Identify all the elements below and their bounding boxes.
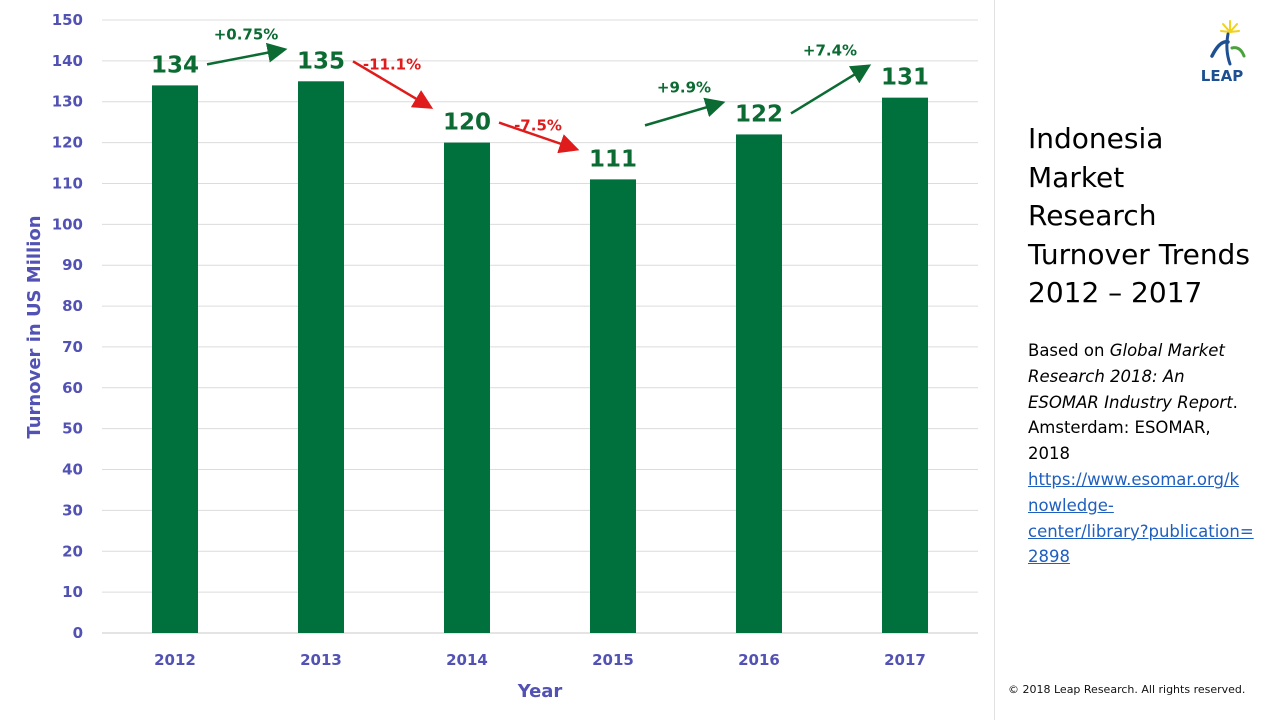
slide-title: Indonesia Market Research Turnover Trend…: [1028, 120, 1278, 313]
source-place: Amsterdam: ESOMAR,: [1028, 418, 1211, 438]
x-axis-title: Year: [517, 681, 563, 702]
y-tick-label: 80: [62, 297, 83, 315]
change-arrow: [790, 64, 872, 115]
change-label: +7.4%: [803, 42, 857, 60]
source-prefix: Based on: [1028, 341, 1105, 360]
y-tick-label: 30: [62, 501, 83, 519]
change-label: +9.9%: [657, 78, 711, 96]
source-punct: .: [1232, 392, 1238, 412]
bar-chart: 0 10 20 30 40 50 60 70 80 90 100 110 120 130 140 150 20…: [24, 11, 978, 702]
bar: [590, 179, 636, 633]
data-label: 135: [297, 48, 345, 74]
x-tick-label: 2012: [154, 651, 196, 669]
change-label: -11.1%: [363, 55, 421, 73]
y-tick-label: 90: [62, 256, 83, 274]
y-axis-ticks: 0 10 20 30 40 50 60 70 80 90 100 110 120 130 140 150: [52, 11, 83, 642]
data-label: 111: [589, 146, 637, 172]
data-label: 120: [443, 110, 491, 136]
x-tick-label: 2017: [884, 651, 926, 669]
y-tick-label: 50: [62, 420, 83, 438]
y-tick-label: 120: [52, 134, 83, 152]
change-arrow: [352, 60, 434, 109]
change-arrow: [206, 42, 288, 66]
title-line: 2012 – 2017: [1028, 276, 1203, 309]
source-line-1: Based on Global Market: [1028, 338, 1273, 364]
y-tick-label: 150: [52, 11, 83, 29]
title-line: Turnover Trends: [1028, 237, 1250, 271]
bar: [444, 142, 490, 633]
title-line: Market: [1028, 160, 1125, 194]
change-label: +0.75%: [214, 25, 279, 43]
change-arrow: [498, 121, 580, 154]
source-link[interactable]: 2898: [1028, 547, 1070, 567]
change-arrows: +0.75% -11.1% -7.5% +9.9% +7.4%: [206, 25, 872, 154]
source-citation: Based on Global Market Research 2018: An…: [1028, 338, 1273, 570]
y-tick-label: 0: [73, 624, 83, 642]
y-tick-label: 20: [62, 542, 83, 560]
source-link[interactable]: nowledge-: [1028, 495, 1114, 515]
bar: [736, 134, 782, 633]
leap-logo: LEAP: [1190, 18, 1254, 88]
source-year: 2018: [1028, 444, 1070, 464]
source-title: ESOMAR Industry Report: [1028, 392, 1233, 412]
x-tick-label: 2016: [738, 651, 780, 669]
y-tick-label: 130: [52, 93, 83, 111]
y-tick-label: 140: [52, 52, 83, 70]
title-line: Research: [1028, 199, 1157, 232]
gridlines: [102, 19, 978, 634]
x-tick-label: 2013: [300, 651, 342, 669]
data-label: 134: [151, 52, 199, 78]
leap-logo-icon: [1210, 20, 1246, 66]
data-label: 131: [881, 65, 929, 91]
bar: [298, 81, 344, 634]
data-label: 122: [735, 101, 783, 127]
source-link[interactable]: center/library?publication=: [1028, 521, 1254, 541]
y-tick-label: 40: [62, 461, 83, 479]
data-labels: 134 135 120 111 122 131: [151, 48, 929, 172]
title-line: Indonesia: [1028, 122, 1164, 155]
y-axis-title: Turnover in US Million: [24, 215, 45, 438]
source-link[interactable]: https://www.esomar.org/k: [1028, 469, 1240, 489]
y-tick-label: 70: [62, 338, 83, 356]
bar: [152, 85, 198, 634]
x-axis-ticks: 2012 2013 2014 2015 2016 2017: [154, 651, 926, 669]
y-tick-label: 110: [52, 174, 83, 192]
change-label: -7.5%: [514, 117, 562, 135]
x-tick-label: 2014: [446, 651, 488, 669]
change-arrow: [644, 97, 726, 127]
y-tick-label: 10: [62, 583, 83, 601]
copyright-notice: © 2018 Leap Research. All rights reserve…: [1008, 683, 1246, 696]
source-line-3: ESOMAR Industry Report.: [1028, 390, 1273, 416]
logo-text: LEAP: [1200, 67, 1244, 85]
y-tick-label: 60: [62, 379, 83, 397]
y-tick-label: 100: [52, 215, 83, 233]
source-title: Global Market: [1109, 341, 1225, 360]
bar: [882, 97, 928, 633]
source-title: Research 2018: An: [1028, 366, 1185, 386]
divider: [994, 0, 995, 720]
x-tick-label: 2015: [592, 651, 634, 669]
bars: [152, 81, 928, 634]
